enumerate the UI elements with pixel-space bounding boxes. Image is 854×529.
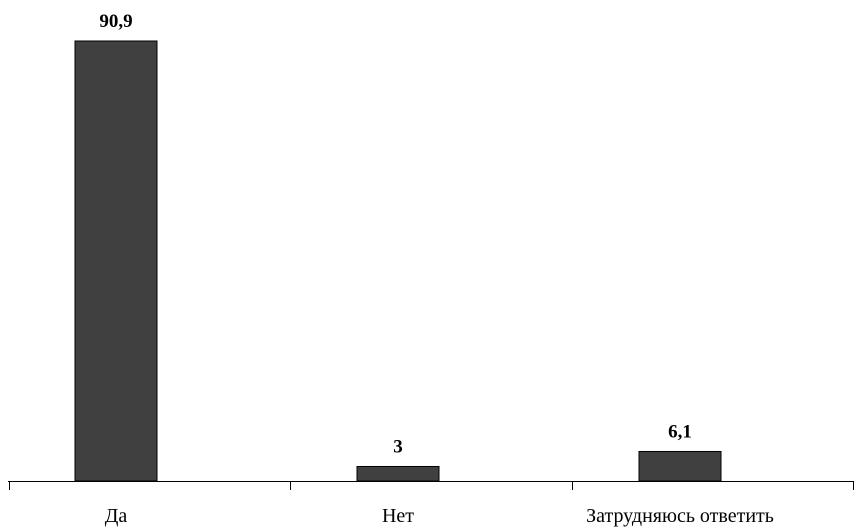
- category-labels-layer: Да Нет Затрудняюсь ответить: [105, 505, 774, 527]
- bar-2: [638, 450, 722, 482]
- value-labels-layer: 90,9 3 6,1: [99, 11, 692, 457]
- bars-layer: [74, 40, 722, 482]
- bar-1: [356, 465, 440, 482]
- category-label-1: Нет: [382, 505, 414, 527]
- bar-0: [74, 40, 158, 482]
- bar-value-label-1: 3: [393, 436, 403, 457]
- bar-value-label-0: 90,9: [99, 11, 132, 32]
- category-label-0: Да: [105, 505, 128, 527]
- category-label-2: Затрудняюсь ответить: [586, 505, 774, 527]
- x-axis: [8, 481, 854, 490]
- bar-value-label-2: 6,1: [668, 421, 692, 442]
